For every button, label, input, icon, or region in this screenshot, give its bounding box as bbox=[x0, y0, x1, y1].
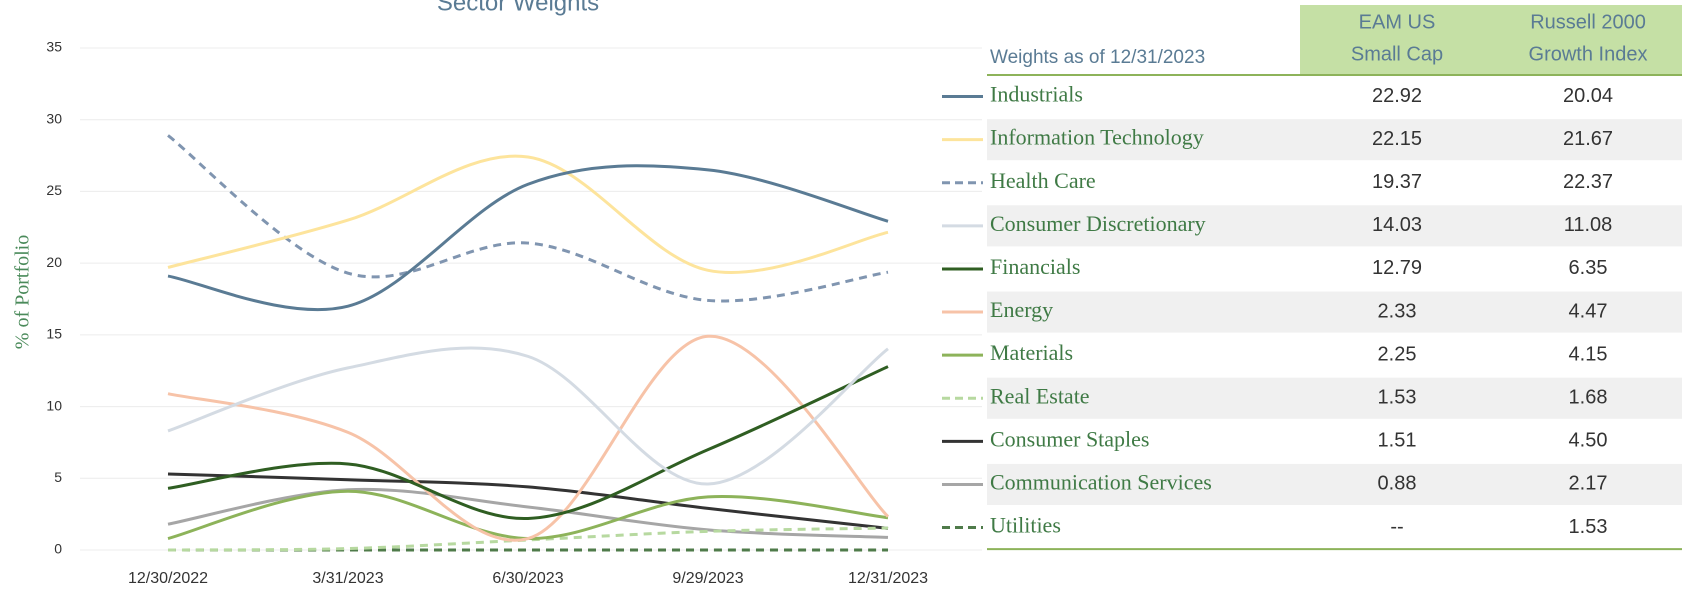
legend-label: Consumer Discretionary bbox=[990, 211, 1206, 236]
legend-label: Information Technology bbox=[990, 125, 1204, 150]
legend-label: Financials bbox=[990, 254, 1080, 279]
y-tick-label: 15 bbox=[46, 326, 62, 342]
series-line bbox=[167, 334, 890, 542]
legend-label: Materials bbox=[990, 340, 1073, 365]
cell: 2.17 bbox=[1569, 473, 1608, 495]
y-tick-label: 0 bbox=[54, 541, 62, 557]
cell: 12.79 bbox=[1372, 257, 1422, 279]
cell: 22.37 bbox=[1563, 171, 1613, 193]
series-line bbox=[167, 487, 889, 539]
cell: 1.68 bbox=[1569, 387, 1608, 409]
legend-label: Real Estate bbox=[990, 383, 1090, 408]
series-line bbox=[167, 134, 889, 303]
cell: 0.88 bbox=[1378, 473, 1417, 495]
column-header: Russell 2000 bbox=[1530, 11, 1646, 33]
cell: 19.37 bbox=[1372, 171, 1422, 193]
cell: 22.92 bbox=[1372, 85, 1422, 107]
row-bg bbox=[987, 119, 1682, 161]
cell: 1.53 bbox=[1378, 387, 1417, 409]
x-tick-label: 12/30/2022 bbox=[128, 570, 208, 587]
cell: 14.03 bbox=[1372, 214, 1422, 236]
table-caption: Weights as of 12/31/2023 bbox=[990, 47, 1205, 68]
cell: 4.50 bbox=[1569, 430, 1608, 452]
column-header: Growth Index bbox=[1529, 43, 1648, 65]
cell: 1.51 bbox=[1378, 430, 1417, 452]
cell: -- bbox=[1390, 516, 1403, 538]
y-tick-label: 20 bbox=[46, 254, 62, 270]
legend-label: Consumer Staples bbox=[990, 426, 1150, 451]
legend-label: Industrials bbox=[990, 82, 1083, 107]
cell: 6.35 bbox=[1569, 257, 1608, 279]
row-bg bbox=[987, 463, 1682, 505]
series-line bbox=[167, 346, 889, 486]
row-bg bbox=[987, 205, 1682, 247]
cell: 4.15 bbox=[1569, 343, 1608, 365]
x-tick-label: 12/31/2023 bbox=[848, 570, 928, 587]
series-line bbox=[167, 365, 889, 520]
series-line bbox=[167, 526, 889, 552]
column-header: EAM US bbox=[1359, 11, 1436, 33]
legend-label: Utilities bbox=[990, 513, 1061, 538]
cell: 22.15 bbox=[1372, 128, 1422, 150]
y-tick-label: 25 bbox=[46, 182, 62, 198]
legend-label: Communication Services bbox=[990, 469, 1212, 494]
y-tick-label: 35 bbox=[46, 39, 62, 55]
row-bg bbox=[987, 377, 1682, 419]
series-line bbox=[167, 154, 889, 274]
cell: 2.25 bbox=[1378, 343, 1417, 365]
header-bg bbox=[1300, 5, 1682, 75]
x-tick-label: 6/30/2023 bbox=[492, 570, 563, 587]
y-axis-label: % of Portfolio bbox=[12, 235, 34, 349]
series-line bbox=[167, 472, 889, 530]
cell: 2.33 bbox=[1378, 300, 1417, 322]
cell: 21.67 bbox=[1563, 128, 1613, 150]
legend-label: Health Care bbox=[990, 168, 1096, 193]
y-tick-label: 10 bbox=[46, 397, 62, 413]
series-line bbox=[167, 164, 889, 312]
chart-title: Sector Weights bbox=[437, 0, 599, 16]
cell: 4.47 bbox=[1569, 300, 1608, 322]
y-tick-label: 30 bbox=[46, 110, 62, 126]
cell: 20.04 bbox=[1563, 85, 1613, 107]
y-tick-label: 5 bbox=[54, 469, 62, 485]
x-tick-label: 9/29/2023 bbox=[672, 570, 743, 587]
legend-label: Energy bbox=[990, 297, 1053, 322]
column-header: Small Cap bbox=[1351, 43, 1443, 65]
row-bg bbox=[987, 291, 1682, 333]
x-tick-label: 3/31/2023 bbox=[312, 570, 383, 587]
cell: 11.08 bbox=[1564, 214, 1613, 236]
cell: 1.53 bbox=[1569, 516, 1608, 538]
